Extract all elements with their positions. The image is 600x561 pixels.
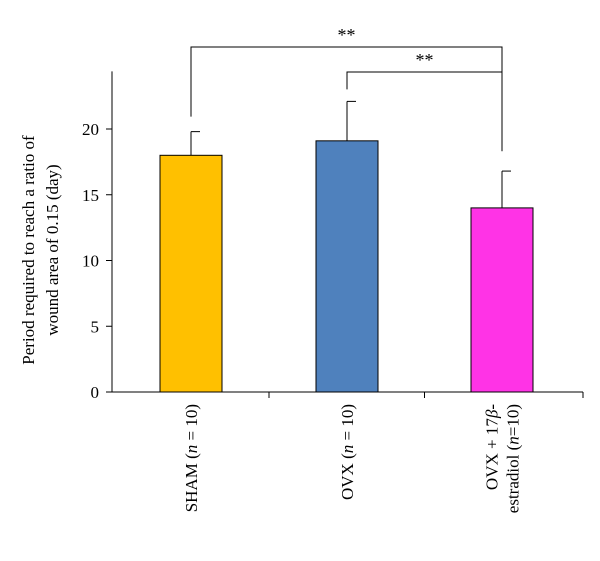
bar [315,140,379,393]
x-tick-label: OVX (n = 10) [338,404,357,500]
x-tick-label: SHAM (n = 10) [182,404,201,512]
y-tick-label: 10 [82,252,99,271]
significance-bracket [346,71,503,152]
significance-label: ** [416,50,434,70]
y-tick-label: 0 [91,383,100,402]
y-axis-title: Period required to reach a ratio of wound… [19,135,62,365]
bar [159,154,223,393]
y-axis-title-line: Period required to reach a ratio of [19,135,38,365]
x-tick-label: estradiol (n=10) [504,404,523,513]
y-axis-title-line: wound area of 0.15 (day) [43,164,62,335]
bar [470,207,534,393]
error-bars [190,100,511,208]
significance-label: ** [338,25,356,45]
y-tick-label: 5 [91,317,100,336]
significance-brackets: ** ** [190,25,503,152]
y-tick-label: 20 [82,120,99,139]
bars [159,140,534,393]
x-tick-label: OVX + 17β- [483,404,502,490]
y-tick-label: 15 [82,186,99,205]
x-axis-labels: SHAM (n = 10) OVX (n = 10) OVX + 17β-estra… [182,404,523,514]
